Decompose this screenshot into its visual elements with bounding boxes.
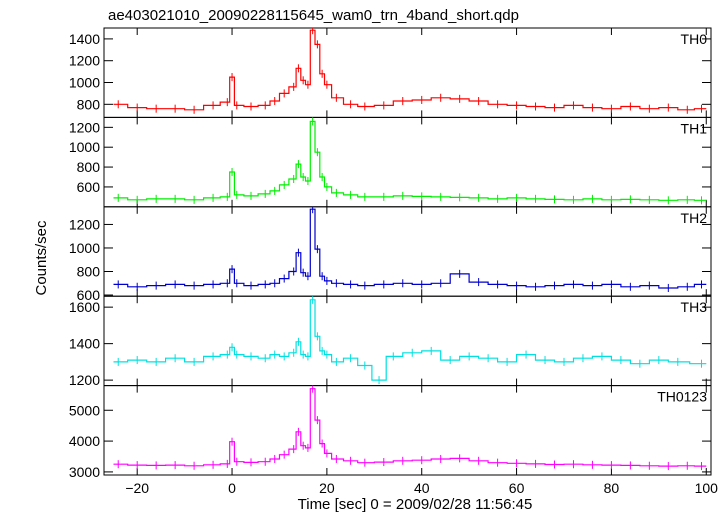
y-tick-label: 1200	[69, 53, 100, 69]
y-tick-label: 1200	[69, 372, 100, 388]
series-line	[113, 299, 707, 381]
x-tick-label: 20	[319, 480, 335, 496]
y-tick-label: 3000	[69, 464, 100, 480]
y-tick-label: 800	[77, 96, 101, 112]
panel-th0123: 3000 4000 5000 TH0123	[69, 385, 712, 480]
y-tick-label: 1000	[69, 139, 100, 155]
y-axis-label: Counts/sec	[33, 220, 50, 296]
series-th1	[113, 117, 707, 205]
y-tick-label: 600	[77, 287, 101, 303]
x-tick-label: 100	[695, 480, 719, 496]
chart-title: ae403021010_20090228115645_wam0_trn_4ban…	[108, 7, 519, 24]
y-tick-label: 1200	[69, 119, 100, 135]
series-line	[113, 120, 707, 201]
y-tick-label: 4000	[69, 433, 100, 449]
y-tick-label: 800	[77, 263, 101, 279]
panel-th3: 1200 1400 1600 TH3	[69, 295, 712, 388]
series-line	[113, 388, 707, 467]
panel-th2: 600 800 1000 1200 TH2	[69, 206, 712, 303]
series-th2	[113, 206, 707, 292]
panel-th0: 800 1000 1200 1400 TH0	[69, 27, 712, 118]
x-tick-label: 0	[228, 480, 236, 496]
panel-th1: 600 800 1000 1200 TH1	[69, 116, 712, 208]
x-tick-label: 40	[414, 480, 430, 496]
y-tick-label: 1600	[69, 299, 100, 315]
panel-frame	[103, 116, 712, 208]
panel-frame	[103, 385, 712, 476]
y-tick-label: 5000	[69, 402, 100, 418]
y-tick-label: 800	[77, 159, 101, 175]
series-th0123	[113, 385, 707, 471]
panel-label: TH2	[681, 210, 708, 226]
panel-label: TH0	[681, 31, 708, 47]
series-th0	[113, 28, 707, 114]
y-tick-label: 1000	[69, 75, 100, 91]
panel-frame	[103, 295, 712, 387]
x-axis-label: Time [sec] 0 = 2009/02/28 11:56:45	[298, 496, 533, 513]
panel-frame	[103, 27, 712, 118]
panel-label: TH1	[681, 120, 708, 136]
series-line	[113, 29, 707, 111]
y-tick-label: 1400	[69, 336, 100, 352]
panel-label: TH0123	[657, 389, 707, 405]
x-tick-label: 80	[604, 480, 620, 496]
series-line	[113, 208, 707, 289]
panel-label: TH3	[681, 299, 708, 315]
x-tick-label: −20	[125, 480, 149, 496]
y-tick-label: 1200	[69, 216, 100, 232]
y-tick-label: 1000	[69, 240, 100, 256]
series-th3	[113, 296, 707, 385]
y-tick-label: 1400	[69, 31, 100, 47]
y-tick-label: 600	[77, 179, 101, 195]
x-tick-label: 60	[509, 480, 525, 496]
